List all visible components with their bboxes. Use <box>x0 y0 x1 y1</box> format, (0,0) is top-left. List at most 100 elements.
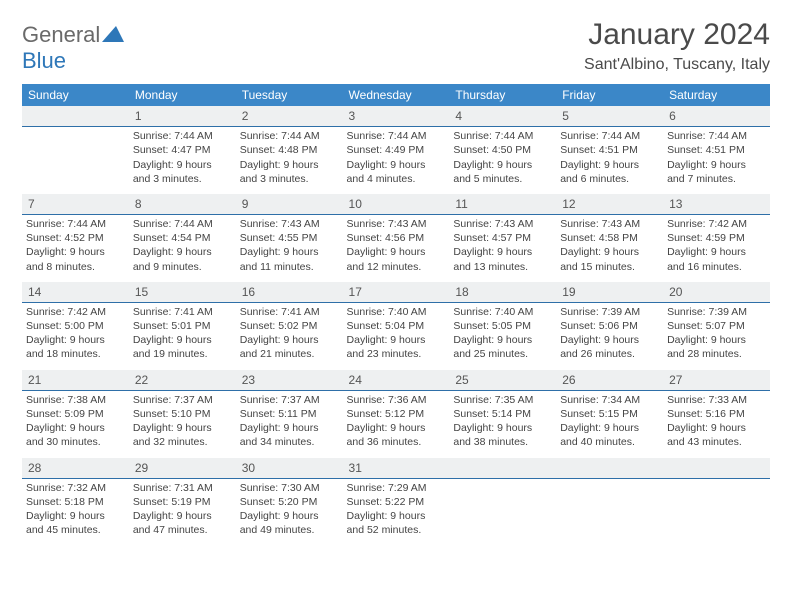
day-content-cell: Sunrise: 7:34 AMSunset: 5:15 PMDaylight:… <box>556 390 663 457</box>
day-content-cell: Sunrise: 7:40 AMSunset: 5:04 PMDaylight:… <box>343 302 450 369</box>
day-info-line: and 8 minutes. <box>26 260 125 274</box>
logo-part1: General <box>22 22 100 47</box>
day-number-cell <box>22 106 129 127</box>
day-content-cell: Sunrise: 7:29 AMSunset: 5:22 PMDaylight:… <box>343 478 450 545</box>
header: General Blue January 2024 Sant'Albino, T… <box>22 18 770 74</box>
day-info-line: Sunrise: 7:29 AM <box>347 481 446 495</box>
day-info-line: Sunrise: 7:44 AM <box>667 129 766 143</box>
day-header-cell: Saturday <box>663 84 770 106</box>
day-info-line: Sunrise: 7:34 AM <box>560 393 659 407</box>
day-info-line: Sunrise: 7:36 AM <box>347 393 446 407</box>
day-info-line: Sunset: 5:18 PM <box>26 495 125 509</box>
day-info-line: and 6 minutes. <box>560 172 659 186</box>
day-content-cell: Sunrise: 7:37 AMSunset: 5:10 PMDaylight:… <box>129 390 236 457</box>
day-content-cell: Sunrise: 7:44 AMSunset: 4:51 PMDaylight:… <box>556 127 663 194</box>
day-number-cell: 2 <box>236 106 343 127</box>
day-info-line: Daylight: 9 hours <box>453 421 552 435</box>
day-info-line: and 26 minutes. <box>560 347 659 361</box>
day-content-cell: Sunrise: 7:39 AMSunset: 5:06 PMDaylight:… <box>556 302 663 369</box>
logo-part2: Blue <box>22 48 66 73</box>
day-content-row: Sunrise: 7:44 AMSunset: 4:52 PMDaylight:… <box>22 215 770 282</box>
day-number-row: 21222324252627 <box>22 370 770 391</box>
day-info-line: Daylight: 9 hours <box>133 158 232 172</box>
day-content-cell <box>22 127 129 194</box>
day-content-cell: Sunrise: 7:41 AMSunset: 5:01 PMDaylight:… <box>129 302 236 369</box>
day-content-cell: Sunrise: 7:43 AMSunset: 4:58 PMDaylight:… <box>556 215 663 282</box>
day-info-line: Sunset: 4:59 PM <box>667 231 766 245</box>
logo-triangle-icon <box>102 22 124 48</box>
day-info-line: and 19 minutes. <box>133 347 232 361</box>
day-info-line: Sunset: 4:57 PM <box>453 231 552 245</box>
day-info-line: Sunset: 5:01 PM <box>133 319 232 333</box>
day-info-line: Sunset: 5:06 PM <box>560 319 659 333</box>
day-number-cell: 17 <box>343 282 450 303</box>
day-info-line: and 5 minutes. <box>453 172 552 186</box>
day-info-line: and 4 minutes. <box>347 172 446 186</box>
day-number-row: 28293031 <box>22 458 770 479</box>
day-info-line: Sunset: 4:51 PM <box>560 143 659 157</box>
day-info-line: and 52 minutes. <box>347 523 446 537</box>
day-content-cell: Sunrise: 7:42 AMSunset: 4:59 PMDaylight:… <box>663 215 770 282</box>
day-info-line: Daylight: 9 hours <box>240 509 339 523</box>
day-info-line: Daylight: 9 hours <box>453 245 552 259</box>
day-number-row: 78910111213 <box>22 194 770 215</box>
day-number-cell: 9 <box>236 194 343 215</box>
day-info-line: Sunrise: 7:43 AM <box>240 217 339 231</box>
day-info-line: Sunrise: 7:44 AM <box>240 129 339 143</box>
day-header-cell: Sunday <box>22 84 129 106</box>
day-info-line: Sunset: 4:49 PM <box>347 143 446 157</box>
day-info-line: Daylight: 9 hours <box>453 158 552 172</box>
day-info-line: Sunset: 4:50 PM <box>453 143 552 157</box>
day-info-line: Sunrise: 7:44 AM <box>560 129 659 143</box>
day-number-cell: 16 <box>236 282 343 303</box>
day-content-cell: Sunrise: 7:40 AMSunset: 5:05 PMDaylight:… <box>449 302 556 369</box>
day-info-line: and 43 minutes. <box>667 435 766 449</box>
day-number-cell: 28 <box>22 458 129 479</box>
day-content-cell: Sunrise: 7:38 AMSunset: 5:09 PMDaylight:… <box>22 390 129 457</box>
day-info-line: Daylight: 9 hours <box>26 333 125 347</box>
calendar-table: SundayMondayTuesdayWednesdayThursdayFrid… <box>22 84 770 545</box>
day-info-line: Sunrise: 7:37 AM <box>240 393 339 407</box>
day-info-line: Sunrise: 7:39 AM <box>667 305 766 319</box>
title-block: January 2024 Sant'Albino, Tuscany, Italy <box>584 18 770 74</box>
day-info-line: Sunset: 5:15 PM <box>560 407 659 421</box>
day-info-line: Sunset: 5:19 PM <box>133 495 232 509</box>
logo-text: General Blue <box>22 22 124 74</box>
day-content-row: Sunrise: 7:32 AMSunset: 5:18 PMDaylight:… <box>22 478 770 545</box>
day-number-cell <box>556 458 663 479</box>
day-info-line: Sunset: 4:56 PM <box>347 231 446 245</box>
day-number-cell: 24 <box>343 370 450 391</box>
day-info-line: Sunrise: 7:42 AM <box>26 305 125 319</box>
day-info-line: Daylight: 9 hours <box>667 333 766 347</box>
day-content-cell: Sunrise: 7:43 AMSunset: 4:57 PMDaylight:… <box>449 215 556 282</box>
day-content-cell: Sunrise: 7:44 AMSunset: 4:51 PMDaylight:… <box>663 127 770 194</box>
day-content-cell: Sunrise: 7:42 AMSunset: 5:00 PMDaylight:… <box>22 302 129 369</box>
day-info-line: and 32 minutes. <box>133 435 232 449</box>
day-number-cell: 21 <box>22 370 129 391</box>
day-info-line: Sunrise: 7:31 AM <box>133 481 232 495</box>
day-header-row: SundayMondayTuesdayWednesdayThursdayFrid… <box>22 84 770 106</box>
day-info-line: Sunrise: 7:42 AM <box>667 217 766 231</box>
day-number-cell: 31 <box>343 458 450 479</box>
day-info-line: Daylight: 9 hours <box>347 158 446 172</box>
day-number-cell <box>449 458 556 479</box>
day-info-line: Sunset: 5:04 PM <box>347 319 446 333</box>
day-info-line: Sunrise: 7:38 AM <box>26 393 125 407</box>
day-number-cell: 1 <box>129 106 236 127</box>
day-info-line: Sunset: 5:09 PM <box>26 407 125 421</box>
day-content-cell <box>449 478 556 545</box>
day-content-cell: Sunrise: 7:36 AMSunset: 5:12 PMDaylight:… <box>343 390 450 457</box>
day-number-row: 14151617181920 <box>22 282 770 303</box>
day-info-line: Sunrise: 7:41 AM <box>133 305 232 319</box>
day-info-line: and 30 minutes. <box>26 435 125 449</box>
day-content-row: Sunrise: 7:44 AMSunset: 4:47 PMDaylight:… <box>22 127 770 194</box>
day-content-cell: Sunrise: 7:37 AMSunset: 5:11 PMDaylight:… <box>236 390 343 457</box>
day-info-line: Sunrise: 7:43 AM <box>347 217 446 231</box>
day-header-cell: Tuesday <box>236 84 343 106</box>
day-info-line: Daylight: 9 hours <box>240 245 339 259</box>
day-info-line: Sunset: 4:58 PM <box>560 231 659 245</box>
day-info-line: Sunrise: 7:39 AM <box>560 305 659 319</box>
day-info-line: and 21 minutes. <box>240 347 339 361</box>
day-info-line: Daylight: 9 hours <box>347 245 446 259</box>
day-number-cell <box>663 458 770 479</box>
